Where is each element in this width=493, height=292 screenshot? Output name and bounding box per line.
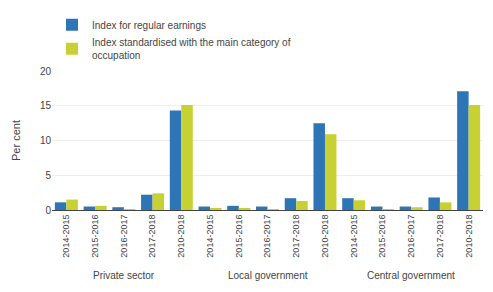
svg-text:2017-2018: 2017-2018 xyxy=(435,215,445,258)
svg-text:2017-2018: 2017-2018 xyxy=(147,215,157,258)
svg-text:2015-2016: 2015-2016 xyxy=(377,215,387,258)
svg-text:2016-2017: 2016-2017 xyxy=(119,215,129,258)
svg-text:Index standardised with the ma: Index standardised with the main categor… xyxy=(92,37,291,61)
svg-text:20: 20 xyxy=(40,66,52,77)
svg-text:10: 10 xyxy=(40,135,52,146)
svg-text:Per cent: Per cent xyxy=(10,120,22,161)
svg-text:5: 5 xyxy=(45,170,51,181)
svg-text:2015-2016: 2015-2016 xyxy=(234,215,244,258)
svg-text:2010-2018: 2010-2018 xyxy=(176,215,186,258)
svg-text:2016-2017: 2016-2017 xyxy=(262,215,272,258)
svg-text:2014-2015: 2014-2015 xyxy=(205,215,215,258)
svg-text:2010-2018: 2010-2018 xyxy=(464,215,474,258)
svg-text:2016-2017: 2016-2017 xyxy=(406,215,416,258)
svg-text:2014-2015: 2014-2015 xyxy=(61,215,71,258)
svg-text:Private sector: Private sector xyxy=(93,270,155,281)
svg-text:Central government: Central government xyxy=(367,270,455,281)
svg-text:2010-2018: 2010-2018 xyxy=(320,215,330,258)
svg-text:15: 15 xyxy=(40,100,52,111)
svg-text:Local government: Local government xyxy=(228,270,308,281)
svg-text:Index for regular earnings: Index for regular earnings xyxy=(92,20,206,31)
svg-text:2014-2015: 2014-2015 xyxy=(349,215,359,258)
svg-text:0: 0 xyxy=(45,205,51,216)
svg-text:2015-2016: 2015-2016 xyxy=(90,215,100,258)
svg-text:2017-2018: 2017-2018 xyxy=(291,215,301,258)
